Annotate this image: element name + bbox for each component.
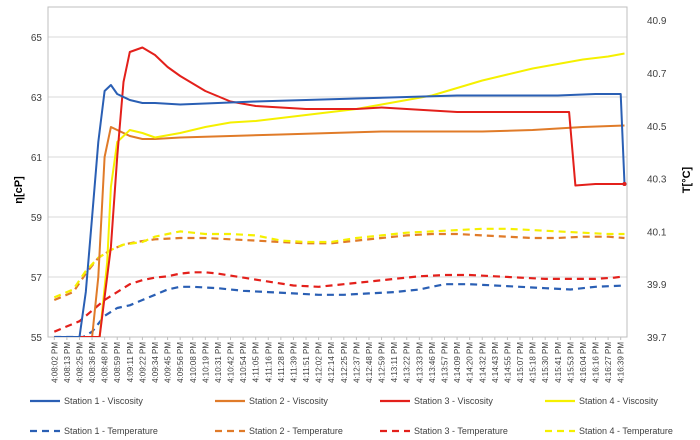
x-tick-label: 4:08:48 PM: [101, 342, 110, 383]
y-right-tick-label: 39.7: [647, 333, 667, 344]
grid: [47, 6, 628, 338]
x-tick-label: 4:14:20 PM: [466, 342, 475, 383]
series-line-7: [53, 227, 625, 299]
legend-label: Station 4 - Viscosity: [579, 396, 658, 406]
x-tick-label: 4:13:33 PM: [415, 342, 424, 383]
y-right-tick-label: 40.9: [647, 16, 667, 27]
x-tick-label: 4:11:16 PM: [264, 342, 273, 383]
x-tick-label: 4:15:07 PM: [516, 342, 525, 383]
x-tick-label: 4:15:53 PM: [566, 342, 575, 383]
series-line-5: [53, 232, 625, 302]
series-line-3: [54, 52, 625, 337]
x-tick-label: 4:08:59 PM: [113, 342, 122, 383]
x-tick-label: 4:14:55 PM: [503, 342, 512, 383]
legend-label: Station 2 - Viscosity: [249, 396, 328, 406]
legend: Station 1 - Viscosity Station 2 - Viscosi…: [30, 396, 673, 436]
x-tick-label: 4:16:16 PM: [592, 342, 601, 383]
x-tick-label: 4:11:28 PM: [277, 342, 286, 383]
x-axis: 4:08:02 PM 4:08:13 PM 4:08:25 PM 4:08:36 PM…: [50, 337, 626, 383]
x-tick-label: 4:12:59 PM: [378, 342, 387, 383]
x-tick-label: 4:10:42 PM: [227, 342, 236, 383]
x-tick-label: 4:14:09 PM: [453, 342, 462, 383]
legend-label: Station 1 - Temperature: [64, 426, 158, 436]
y-left-tick-label: 65: [31, 33, 43, 44]
x-tick-label: 4:08:36 PM: [88, 342, 97, 383]
x-tick-label: 4:12:02 PM: [315, 342, 324, 383]
x-tick-label: 4:08:25 PM: [75, 342, 84, 383]
y-left-tick-label: 63: [31, 93, 43, 104]
x-tick-label: 4:13:46 PM: [428, 342, 437, 383]
x-tick-label: 4:08:02 PM: [50, 342, 59, 383]
legend-label: Station 3 - Viscosity: [414, 396, 493, 406]
x-tick-label: 4:12:25 PM: [340, 342, 349, 383]
x-tick-label: 4:10:54 PM: [239, 342, 248, 383]
x-tick-label: 4:11:51 PM: [302, 342, 311, 383]
x-tick-label: 4:09:22 PM: [138, 342, 147, 383]
x-tick-label: 4:13:22 PM: [403, 342, 412, 383]
series-lines: [53, 46, 627, 337]
x-tick-label: 4:10:19 PM: [201, 342, 210, 383]
x-tick-label: 4:11:05 PM: [252, 342, 261, 383]
series-line-0: [54, 84, 626, 337]
legend-label: Station 3 - Temperature: [414, 426, 508, 436]
x-tick-label: 4:14:43 PM: [491, 342, 500, 383]
x-tick-label: 4:16:04 PM: [579, 342, 588, 383]
y-axis-right: 39.7 39.9 40.1 40.3 40.5 40.7 40.9: [647, 16, 667, 344]
y-right-tick-label: 40.3: [647, 175, 667, 186]
series-line-1: [54, 124, 625, 337]
x-tick-label: 4:09:11 PM: [126, 342, 135, 383]
x-tick-label: 4:12:14 PM: [327, 342, 336, 383]
plot-border: [47, 6, 628, 338]
x-tick-label: 4:09:34 PM: [151, 342, 160, 383]
x-tick-label: 4:16:27 PM: [604, 342, 613, 383]
y-left-tick-label: 59: [31, 213, 43, 224]
x-tick-label: 4:14:32 PM: [478, 342, 487, 383]
x-tick-label: 4:13:57 PM: [440, 342, 449, 383]
x-tick-label: 4:12:48 PM: [365, 342, 374, 383]
x-tick-label: 4:10:31 PM: [214, 342, 223, 383]
y-right-tick-label: 40.7: [647, 69, 667, 80]
y-axis-right-title: T[°C]: [681, 166, 693, 193]
legend-label: Station 2 - Temperature: [249, 426, 343, 436]
legend-label: Station 4 - Temperature: [579, 426, 673, 436]
x-tick-label: 4:10:08 PM: [189, 342, 198, 383]
y-right-tick-label: 40.1: [647, 227, 667, 238]
x-tick-label: 4:08:13 PM: [63, 342, 72, 383]
series-line-6: [53, 271, 625, 333]
x-tick-label: 4:15:41 PM: [554, 342, 563, 383]
series-line-4: [54, 283, 625, 337]
x-tick-label: 4:15:18 PM: [529, 342, 538, 383]
x-tick-label: 4:12:37 PM: [352, 342, 361, 383]
y-left-tick-label: 57: [31, 273, 43, 284]
legend-label: Station 1 - Viscosity: [64, 396, 143, 406]
x-tick-label: 4:11:39 PM: [289, 342, 298, 383]
x-tick-label: 4:09:56 PM: [176, 342, 185, 383]
y-right-tick-label: 40.5: [647, 122, 667, 133]
x-tick-label: 4:09:45 PM: [164, 342, 173, 383]
x-tick-label: 4:16:39 PM: [617, 342, 626, 383]
y-right-tick-label: 39.9: [647, 280, 667, 291]
series-line-2: [54, 46, 625, 337]
series-end-marker: [622, 182, 627, 186]
x-tick-label: 4:15:30 PM: [541, 342, 550, 383]
x-tick-label: 4:13:11 PM: [390, 342, 399, 383]
y-left-tick-label: 61: [31, 153, 43, 164]
y-axis-left: 55 57 59 61 63 65: [31, 33, 43, 344]
y-left-tick-label: 55: [31, 333, 43, 344]
y-axis-left-title: η[cP]: [13, 176, 25, 204]
